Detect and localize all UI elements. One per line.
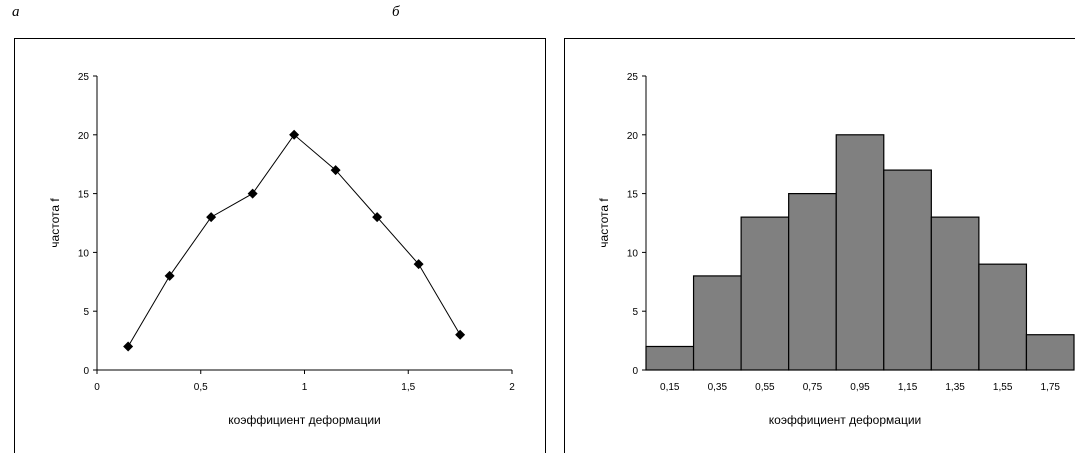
histogram-bar — [1025, 334, 1075, 371]
x-tick-label: 1,35 — [945, 382, 965, 393]
x-tick-label: 1,5 — [401, 382, 415, 393]
panel-label-a: а — [12, 4, 20, 20]
histogram-frame: 0 5 10 15 20 25 0,15 0,35 0,55 0,75 0,95 1,15 1,35 1,… — [564, 38, 1075, 453]
x-tick-label: 0,15 — [660, 382, 680, 393]
y-tick-label: 5 — [83, 307, 89, 318]
histogram-bar — [692, 275, 742, 371]
histogram-bar — [835, 134, 885, 371]
histogram-bar — [788, 193, 837, 371]
histogram-bar — [978, 263, 1028, 371]
x-tick-label: 1,15 — [898, 382, 918, 393]
data-point-diamond — [123, 341, 134, 352]
data-point-diamond — [330, 165, 341, 176]
data-point-diamond — [247, 188, 258, 199]
x-tick-label: 2 — [509, 382, 515, 393]
x-tick-label: 0,55 — [755, 382, 775, 393]
y-axis-title: частота f — [597, 198, 611, 248]
data-point-diamond — [413, 259, 424, 270]
x-tick-label: 0 — [94, 382, 100, 393]
line-chart-frame: 0 5 10 15 20 25 0 0,5 1 1,5 2 коэффициент деформаци… — [14, 38, 546, 453]
y-tick-label: 0 — [83, 366, 89, 377]
y-tick-label: 15 — [627, 190, 639, 201]
data-point-diamond — [206, 212, 217, 223]
y-tick-label: 25 — [627, 72, 639, 83]
data-point-diamond — [372, 212, 383, 223]
y-axis-title: частота f — [48, 198, 62, 248]
x-tick-label: 1,55 — [993, 382, 1013, 393]
x-tick-label: 0,5 — [194, 382, 208, 393]
panel-label-b: б — [392, 4, 400, 20]
x-axis-title: коэффициент деформации — [769, 413, 921, 427]
series-line — [127, 134, 461, 347]
x-tick-label: 0,75 — [803, 382, 823, 393]
histogram-bar — [883, 169, 932, 371]
data-point-diamond — [289, 129, 300, 140]
y-tick-label: 20 — [627, 131, 639, 142]
y-tick-label: 25 — [78, 72, 90, 83]
histogram-bar — [930, 216, 980, 371]
x-tick-label: 0,35 — [708, 382, 728, 393]
x-axis-title: коэффициент деформации — [228, 413, 380, 427]
histogram-bar — [645, 345, 695, 371]
y-tick-label: 5 — [632, 307, 638, 318]
y-tick-label: 10 — [78, 248, 90, 259]
data-point-diamond — [455, 329, 466, 340]
line-chart: 0 5 10 15 20 25 0 0,5 1 1,5 2 коэффициент деформаци… — [48, 72, 515, 427]
y-tick-label: 0 — [632, 366, 638, 377]
histogram-bar — [740, 216, 790, 371]
y-tick-label: 20 — [78, 131, 90, 142]
y-tick-label: 15 — [78, 190, 90, 201]
y-tick-label: 10 — [627, 248, 639, 259]
data-point-diamond — [164, 270, 175, 281]
x-tick-label: 1,75 — [1040, 382, 1060, 393]
x-tick-label: 1 — [302, 382, 308, 393]
histogram-chart: 0 5 10 15 20 25 0,15 0,35 0,55 0,75 0,95 1,15 1,35 1,… — [597, 72, 1075, 427]
x-tick-label: 0,95 — [850, 382, 870, 393]
